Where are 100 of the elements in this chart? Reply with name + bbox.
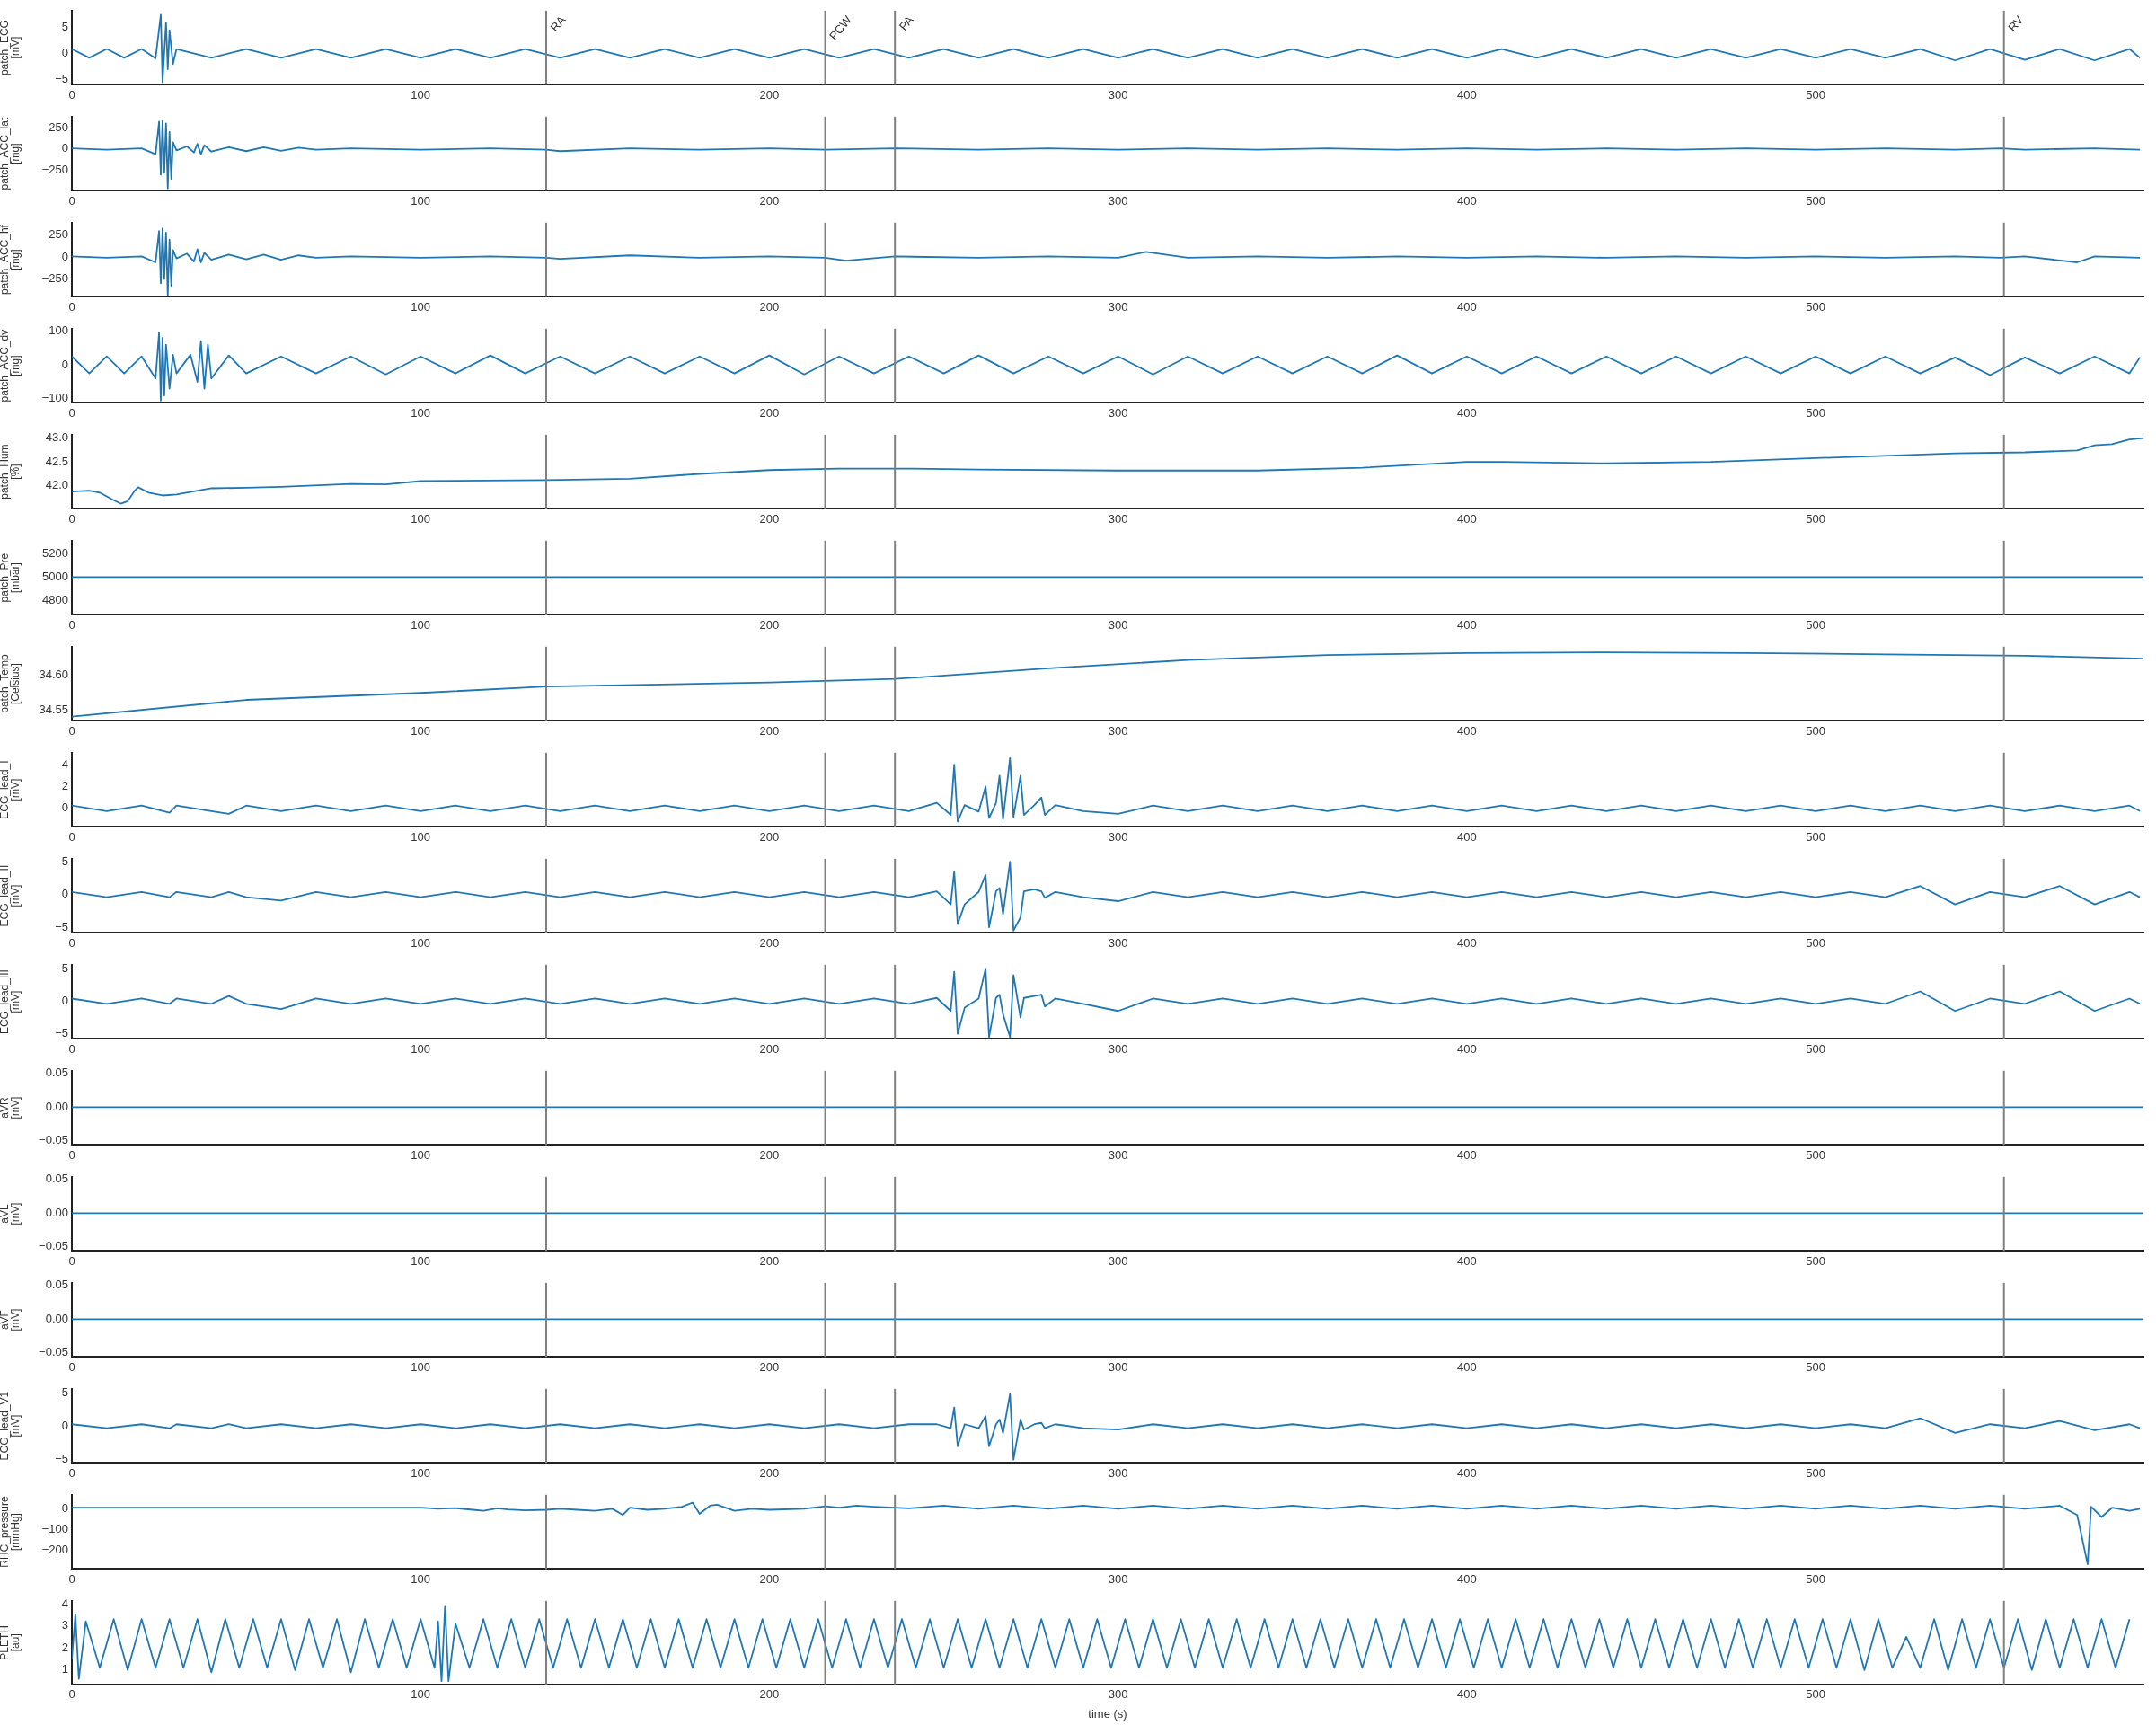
x-tick-label: 500 xyxy=(1806,299,1825,314)
ref-line-label: RV xyxy=(2005,13,2027,34)
x-tick-label: 300 xyxy=(1108,193,1128,208)
y-tick-label: 5 xyxy=(61,854,68,868)
y-tick-label: −5 xyxy=(55,1452,68,1466)
y-tick-label: 2 xyxy=(61,1640,68,1654)
x-tick-label: 300 xyxy=(1108,1359,1128,1374)
x-tick-label: 500 xyxy=(1806,1041,1825,1056)
y-axis-title: aVF [mV] xyxy=(0,1308,22,1331)
x-tick-label: 300 xyxy=(1108,935,1128,950)
y-tick-label: −0.05 xyxy=(39,1345,68,1359)
y-tick-label: 5200 xyxy=(42,545,68,560)
x-tick-label: 400 xyxy=(1457,299,1477,314)
y-tick-label: −250 xyxy=(41,163,68,177)
y-axis-title: patch_ECG [mV] xyxy=(0,20,22,76)
y-tick-label: 5 xyxy=(61,20,68,34)
x-tick-label: 500 xyxy=(1806,87,1825,102)
x-tick-label: 500 xyxy=(1806,1253,1825,1268)
y-axis-title: PLETH [au] xyxy=(0,1624,22,1660)
x-tick-label: 400 xyxy=(1457,193,1477,208)
x-tick-label: 300 xyxy=(1108,1041,1128,1056)
y-tick-label: 5 xyxy=(61,960,68,975)
y-tick-label: −250 xyxy=(41,271,68,286)
y-tick-label: 0.00 xyxy=(45,1099,68,1113)
y-tick-label: 4 xyxy=(61,756,68,771)
x-tick-label: 200 xyxy=(759,935,780,950)
x-tick-label: 100 xyxy=(411,617,431,632)
y-axis-title: ECG_lead_II [mV] xyxy=(0,864,22,927)
x-tick-label: 300 xyxy=(1108,1253,1128,1268)
x-tick-label: 500 xyxy=(1806,511,1825,526)
y-tick-label: 4 xyxy=(61,1596,68,1610)
x-tick-label: 200 xyxy=(759,1147,780,1162)
y-tick-label: −0.05 xyxy=(39,1239,68,1253)
y-tick-label: 0.05 xyxy=(45,1278,68,1292)
y-tick-label: 4800 xyxy=(42,593,68,607)
x-axis-title: time (s) xyxy=(1088,1706,1127,1721)
x-tick-label: 400 xyxy=(1457,1147,1477,1162)
x-tick-label: 400 xyxy=(1457,1253,1477,1268)
x-tick-label: 400 xyxy=(1457,1465,1477,1480)
x-tick-label: 200 xyxy=(759,299,780,314)
y-tick-label: 0 xyxy=(61,993,68,1007)
y-tick-label: 0.00 xyxy=(45,1311,68,1325)
x-tick-label: 400 xyxy=(1457,1041,1477,1056)
y-tick-label: 5000 xyxy=(42,570,68,584)
x-tick-label: 400 xyxy=(1457,405,1477,420)
x-tick-label: 300 xyxy=(1108,299,1128,314)
y-axis-title: patch_Hum [%] xyxy=(0,444,22,500)
x-tick-label: 400 xyxy=(1457,829,1477,844)
x-tick-label: 100 xyxy=(411,87,431,102)
y-tick-label: 0.00 xyxy=(45,1205,68,1219)
y-tick-label: 43.0 xyxy=(45,430,68,445)
x-tick-label: 400 xyxy=(1457,935,1477,950)
x-tick-label: 300 xyxy=(1108,723,1128,738)
x-tick-label: 400 xyxy=(1457,617,1477,632)
x-tick-label: 100 xyxy=(411,405,431,420)
y-tick-label: 0 xyxy=(61,357,68,371)
y-axis-title: ECG_lead_III [mV] xyxy=(0,969,22,1035)
ref-line-label: PA xyxy=(896,13,916,33)
x-tick-label: 400 xyxy=(1457,87,1477,102)
y-tick-label: 0.05 xyxy=(45,1066,68,1080)
y-tick-label: 250 xyxy=(49,119,68,134)
x-tick-label: 500 xyxy=(1806,1359,1825,1374)
x-tick-label: 300 xyxy=(1108,87,1128,102)
x-tick-label: 500 xyxy=(1806,405,1825,420)
y-tick-label: 0 xyxy=(61,887,68,901)
x-tick-label: 200 xyxy=(759,829,780,844)
y-tick-label: −200 xyxy=(41,1542,68,1556)
y-tick-label: 0 xyxy=(61,1500,68,1515)
y-tick-label: 0 xyxy=(61,249,68,263)
x-tick-label: 200 xyxy=(759,1571,780,1586)
x-tick-label: 200 xyxy=(759,193,780,208)
x-tick-label: 500 xyxy=(1806,935,1825,950)
x-tick-label: 500 xyxy=(1806,1147,1825,1162)
x-tick-label: 300 xyxy=(1108,405,1128,420)
y-axis-title: patch_Temp [Celsius] xyxy=(0,654,22,713)
x-tick-label: 100 xyxy=(411,1041,431,1056)
x-tick-label: 200 xyxy=(759,87,780,102)
x-tick-label: 100 xyxy=(411,829,431,844)
x-tick-label: 500 xyxy=(1806,1571,1825,1586)
x-tick-label: 500 xyxy=(1806,1687,1825,1702)
x-tick-label: 500 xyxy=(1806,829,1825,844)
x-tick-label: 300 xyxy=(1108,1571,1128,1586)
x-tick-label: 500 xyxy=(1806,617,1825,632)
y-tick-label: −0.05 xyxy=(39,1133,68,1147)
x-tick-label: 200 xyxy=(759,1041,780,1056)
y-tick-label: 3 xyxy=(61,1618,68,1632)
x-tick-label: 100 xyxy=(411,1359,431,1374)
x-tick-label: 100 xyxy=(411,193,431,208)
x-tick-label: 200 xyxy=(759,1359,780,1374)
y-tick-label: 0 xyxy=(61,141,68,155)
y-axis-title: ECG_lead_I [mV] xyxy=(0,760,22,819)
y-tick-label: −100 xyxy=(41,391,68,405)
x-tick-label: 500 xyxy=(1806,1465,1825,1480)
x-tick-label: 200 xyxy=(759,617,780,632)
x-tick-label: 200 xyxy=(759,1253,780,1268)
x-tick-label: 100 xyxy=(411,1571,431,1586)
x-tick-label: 100 xyxy=(411,1687,431,1702)
x-tick-label: 200 xyxy=(759,405,780,420)
y-tick-label: −5 xyxy=(55,919,68,933)
y-axis-title: aVR [mV] xyxy=(0,1096,22,1119)
